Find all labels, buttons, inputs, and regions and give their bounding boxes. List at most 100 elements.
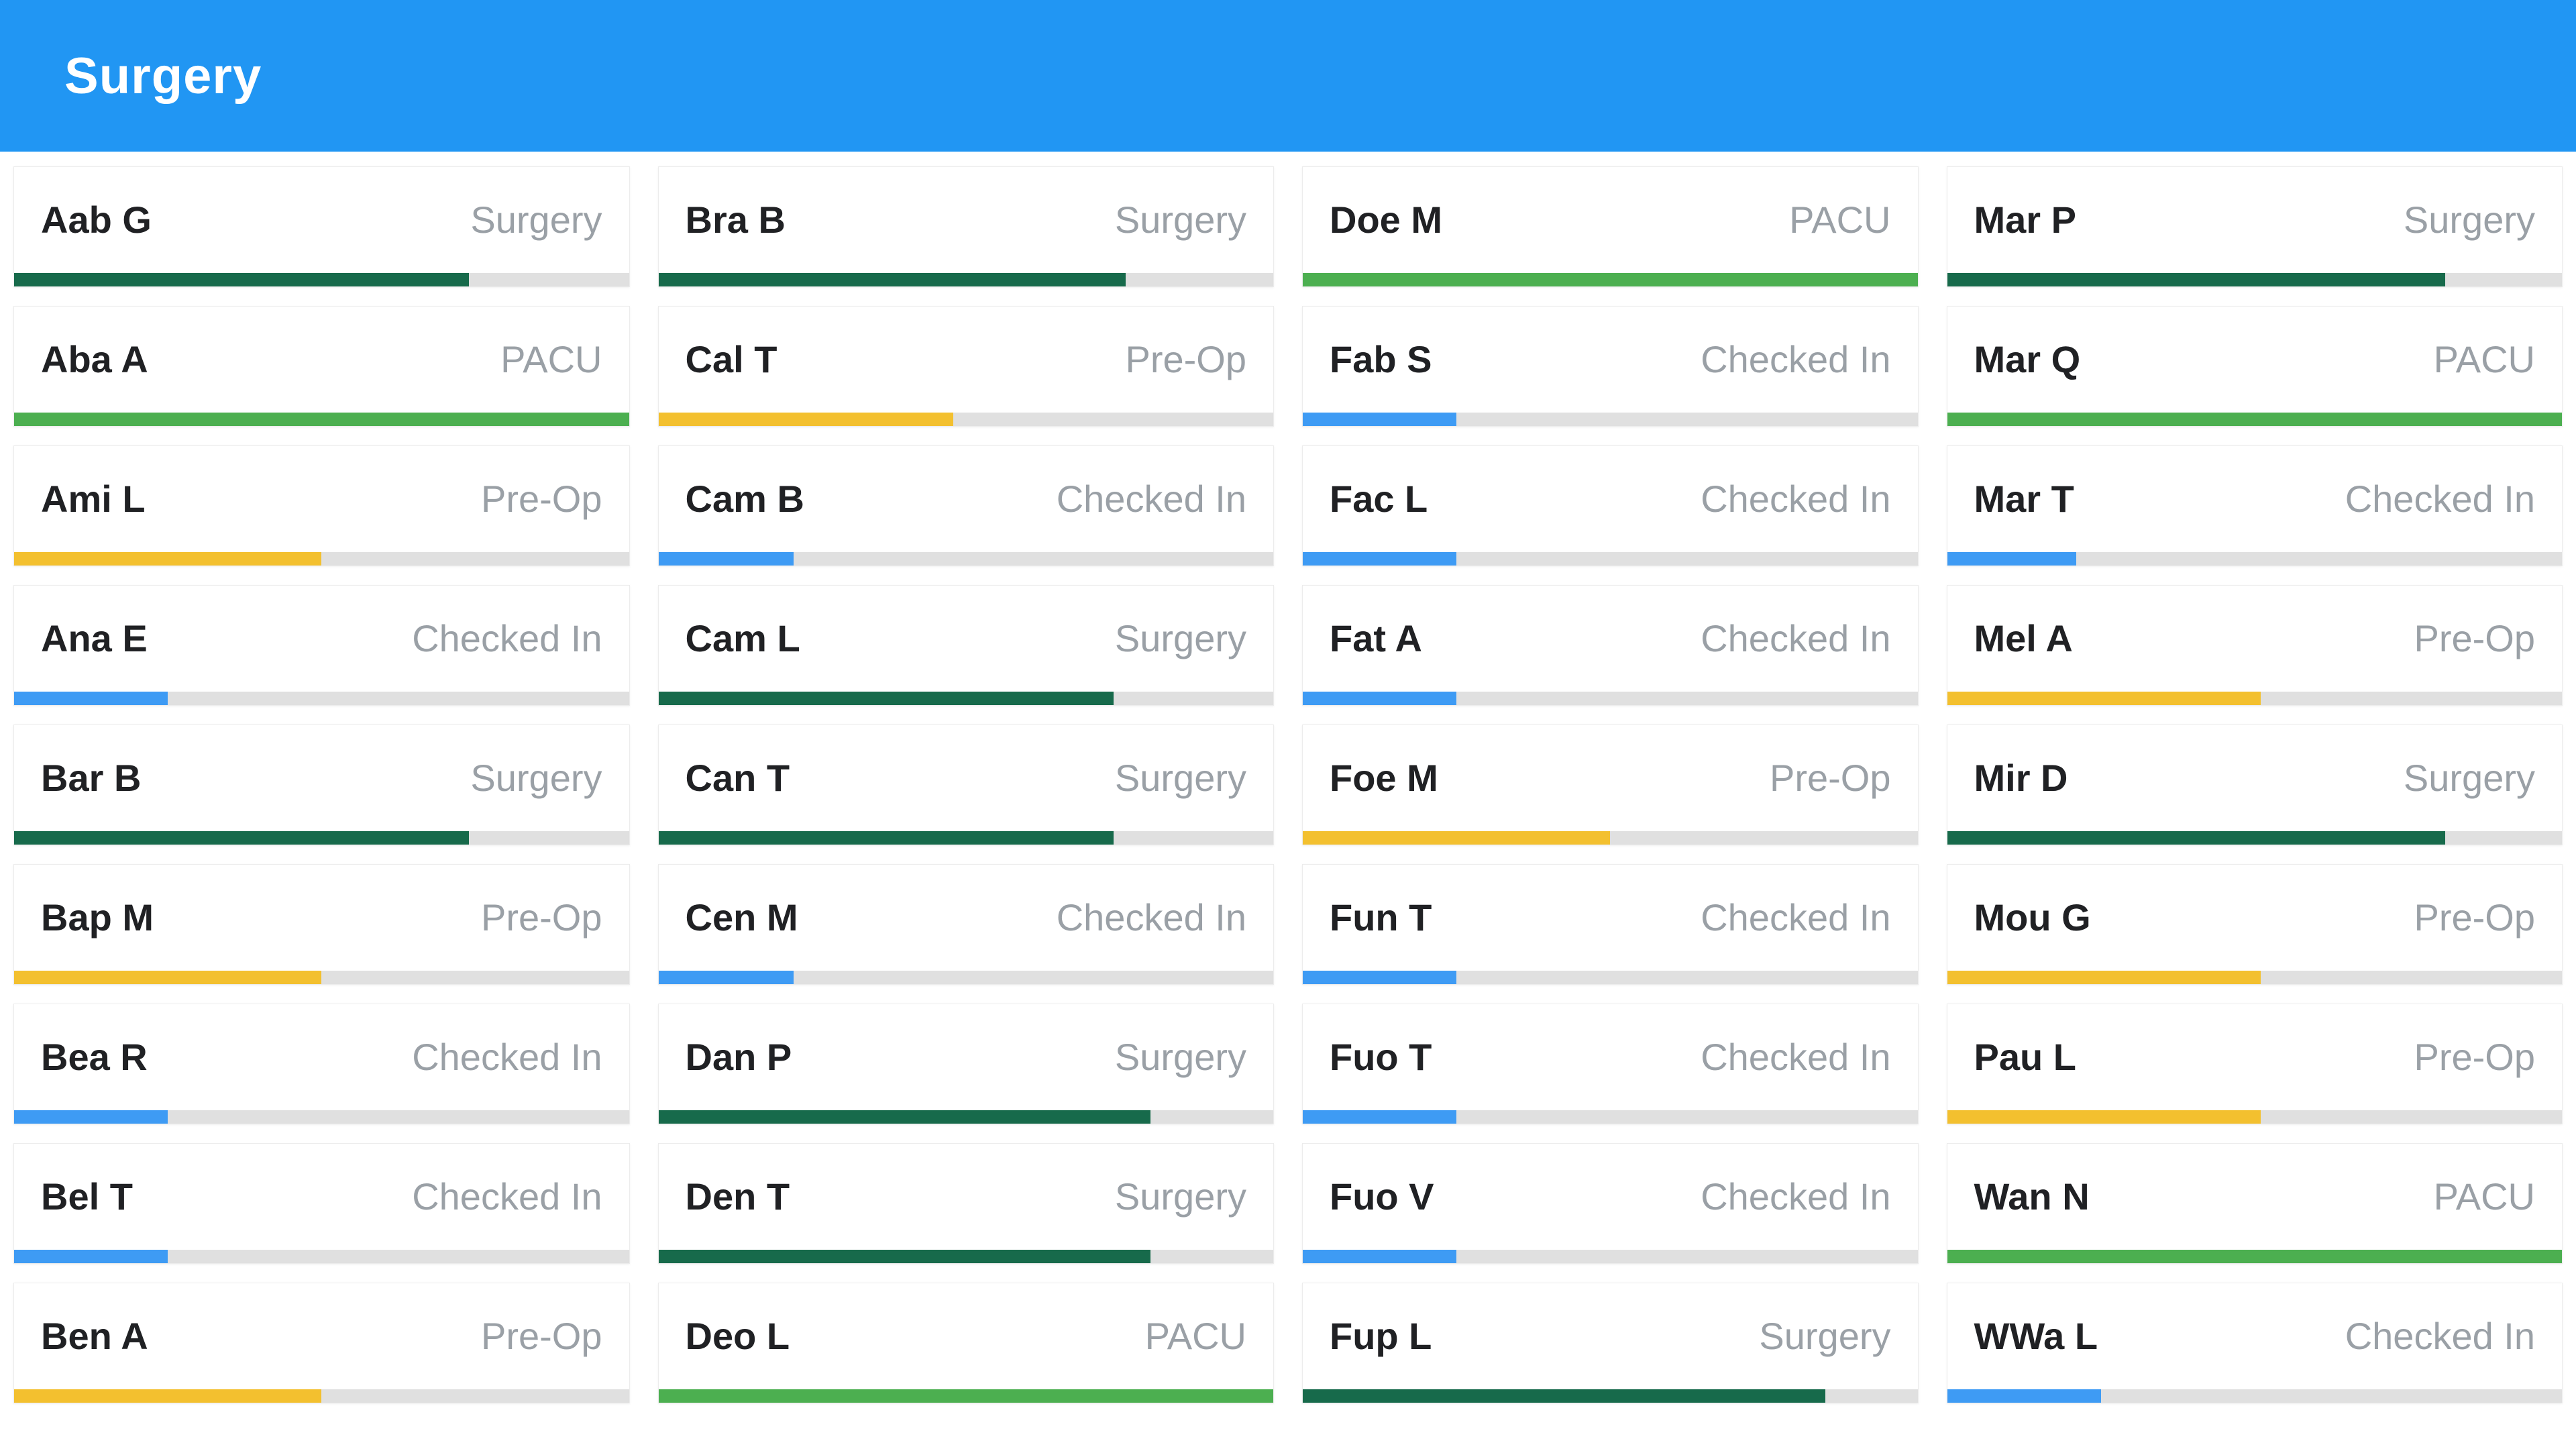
patient-card[interactable]: Deo L PACU	[657, 1283, 1274, 1403]
progress-fill	[1303, 273, 1918, 286]
patient-card[interactable]: Bap M Pre-Op	[13, 864, 630, 985]
patient-card[interactable]: Fuo T Checked In	[1302, 1004, 1919, 1124]
progress-fill	[1303, 692, 1457, 705]
card-header-row: WWa L Checked In	[1947, 1314, 2563, 1358]
patient-name: Fab S	[1330, 338, 1432, 380]
patient-card[interactable]: Bea R Checked In	[13, 1004, 630, 1124]
progress-track	[1947, 831, 2562, 845]
patient-card[interactable]: Cam L Surgery	[657, 585, 1274, 706]
card-header-row: Fup L Surgery	[1303, 1314, 1918, 1358]
patient-name: Wan N	[1974, 1175, 2090, 1218]
progress-track	[658, 273, 1273, 286]
patient-status-label: Surgery	[1759, 1315, 1891, 1357]
patient-card[interactable]: Can T Surgery	[657, 724, 1274, 845]
progress-fill	[1303, 1250, 1457, 1263]
patient-name: WWa L	[1974, 1315, 2098, 1357]
patient-name: Bar B	[41, 757, 142, 799]
card-header-row: Deo L PACU	[659, 1314, 1274, 1358]
patient-card[interactable]: Foe M Pre-Op	[1302, 724, 1919, 845]
patient-card[interactable]: Ana E Checked In	[13, 585, 630, 706]
progress-fill	[1947, 831, 2445, 845]
card-header-row: Mar Q PACU	[1947, 337, 2563, 381]
patient-card[interactable]: Mel A Pre-Op	[1946, 585, 2563, 706]
progress-fill	[658, 1110, 1150, 1124]
patient-card[interactable]: Ami L Pre-Op	[13, 445, 630, 566]
card-header-row: Fab S Checked In	[1303, 337, 1918, 381]
patient-card[interactable]: Fac L Checked In	[1302, 445, 1919, 566]
patient-name: Fuo V	[1330, 1175, 1434, 1218]
progress-track	[1303, 692, 1918, 705]
progress-fill	[1947, 1389, 2101, 1403]
patient-status-label: PACU	[1144, 1315, 1246, 1357]
patient-status-label: Checked In	[1056, 478, 1246, 520]
progress-track	[14, 413, 629, 426]
patient-card[interactable]: Cal T Pre-Op	[657, 306, 1274, 427]
patient-card[interactable]: Mar T Checked In	[1946, 445, 2563, 566]
patient-card[interactable]: Fun T Checked In	[1302, 864, 1919, 985]
patient-card[interactable]: Den T Surgery	[657, 1143, 1274, 1264]
card-header-row: Cen M Checked In	[659, 896, 1274, 939]
patient-card[interactable]: Aab G Surgery	[13, 166, 630, 287]
patient-name: Mar Q	[1974, 338, 2081, 380]
patient-card[interactable]: Mir D Surgery	[1946, 724, 2563, 845]
patient-card[interactable]: Mar Q PACU	[1946, 306, 2563, 427]
patient-card[interactable]: Fab S Checked In	[1302, 306, 1919, 427]
patient-name: Mel A	[1974, 617, 2073, 659]
patient-status-label: Pre-Op	[2414, 896, 2536, 938]
card-header-row: Mar P Surgery	[1947, 198, 2563, 241]
progress-track	[1947, 413, 2562, 426]
patient-card[interactable]: Fup L Surgery	[1302, 1283, 1919, 1403]
card-header-row: Cal T Pre-Op	[659, 337, 1274, 381]
card-header-row: Fun T Checked In	[1303, 896, 1918, 939]
progress-fill	[658, 552, 794, 566]
card-header-row: Aba A PACU	[14, 337, 629, 381]
progress-track	[14, 692, 629, 705]
patient-status-label: PACU	[500, 338, 602, 380]
patient-card[interactable]: Bel T Checked In	[13, 1143, 630, 1264]
patient-card[interactable]: Fuo V Checked In	[1302, 1143, 1919, 1264]
patient-name: Cam L	[685, 617, 800, 659]
progress-track	[658, 1110, 1273, 1124]
progress-track	[1303, 831, 1918, 845]
patient-card[interactable]: Mar P Surgery	[1946, 166, 2563, 287]
patient-card[interactable]: Doe M PACU	[1302, 166, 1919, 287]
patient-name: Dan P	[685, 1036, 792, 1078]
progress-fill	[14, 552, 322, 566]
patient-card[interactable]: Bar B Surgery	[13, 724, 630, 845]
progress-track	[1303, 413, 1918, 426]
patient-card[interactable]: Cen M Checked In	[657, 864, 1274, 985]
patient-name: Bel T	[41, 1175, 133, 1218]
patient-card[interactable]: Dan P Surgery	[657, 1004, 1274, 1124]
progress-track	[14, 971, 629, 984]
patient-card[interactable]: Bra B Surgery	[657, 166, 1274, 287]
patient-card[interactable]: Aba A PACU	[13, 306, 630, 427]
patient-card[interactable]: Fat A Checked In	[1302, 585, 1919, 706]
patient-name: Mar T	[1974, 478, 2074, 520]
progress-track	[1947, 971, 2562, 984]
progress-track	[658, 692, 1273, 705]
card-header-row: Bra B Surgery	[659, 198, 1274, 241]
progress-track	[1947, 1250, 2562, 1263]
card-header-row: Ben A Pre-Op	[14, 1314, 629, 1358]
progress-track	[1947, 1110, 2562, 1124]
patient-card[interactable]: WWa L Checked In	[1946, 1283, 2563, 1403]
progress-track	[1947, 552, 2562, 566]
progress-track	[1303, 273, 1918, 286]
card-header-row: Bel T Checked In	[14, 1175, 629, 1218]
progress-fill	[1947, 1250, 2562, 1263]
patient-card[interactable]: Mou G Pre-Op	[1946, 864, 2563, 985]
patient-status-label: Surgery	[2403, 757, 2535, 799]
patient-name: Mir D	[1974, 757, 2068, 799]
progress-track	[658, 552, 1273, 566]
progress-fill	[14, 971, 322, 984]
progress-track	[14, 1110, 629, 1124]
progress-fill	[658, 273, 1126, 286]
patient-name: Foe M	[1330, 757, 1438, 799]
patient-card[interactable]: Wan N PACU	[1946, 1143, 2563, 1264]
patient-card[interactable]: Cam B Checked In	[657, 445, 1274, 566]
progress-track	[14, 552, 629, 566]
card-header-row: Pau L Pre-Op	[1947, 1035, 2563, 1079]
progress-track	[14, 1389, 629, 1403]
patient-card[interactable]: Pau L Pre-Op	[1946, 1004, 2563, 1124]
patient-card[interactable]: Ben A Pre-Op	[13, 1283, 630, 1403]
